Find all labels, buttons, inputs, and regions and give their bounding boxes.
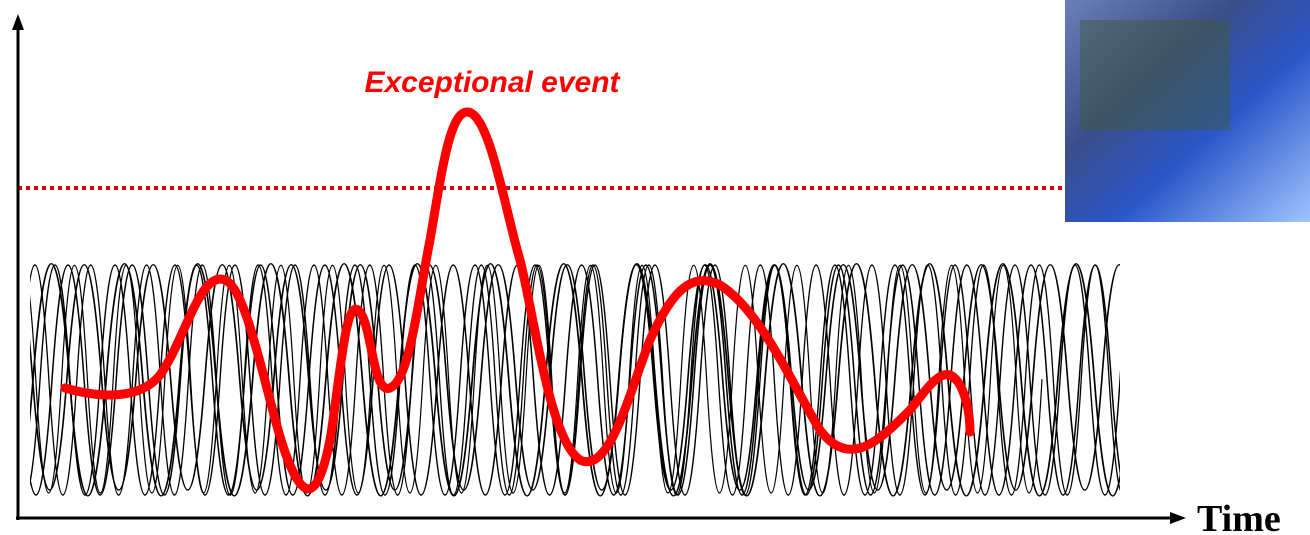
page: {"annotation": "Exceptional event", "x_a… [0,0,1310,535]
y-axis-arrow [12,14,24,30]
x-axis-label: Time [1197,498,1281,535]
x-axis-arrow [1170,512,1186,524]
annotation: Exceptional event [364,66,621,99]
photo-detail [1080,20,1230,130]
diagram: Exceptional event Time [0,0,1310,535]
